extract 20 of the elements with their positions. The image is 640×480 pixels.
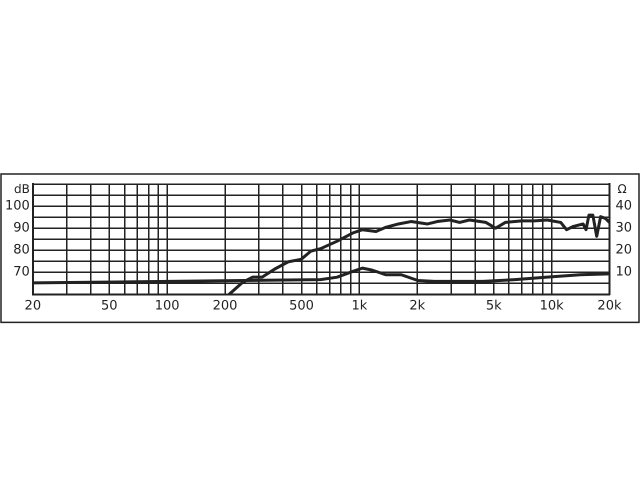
- y2-tick-label: 10: [615, 264, 632, 280]
- x-tick-label: 200: [212, 298, 238, 314]
- y2-axis-title: Ω: [617, 182, 627, 196]
- x-tick-label: 10k: [540, 298, 564, 314]
- y2-tick-label: 20: [615, 242, 632, 258]
- x-tick-label: 2k: [409, 298, 426, 314]
- y-axis-title: dB: [14, 182, 30, 196]
- x-tick-label: 20: [24, 298, 42, 314]
- x-tick-label: 100: [154, 298, 180, 314]
- y2-tick-label: 30: [615, 220, 632, 236]
- x-tick-label: 20k: [597, 298, 622, 314]
- x-tick-label: 500: [289, 298, 314, 314]
- x-tick-label: 50: [101, 298, 118, 314]
- x-tick-label: 5k: [486, 298, 502, 314]
- x-tick-label: 1k: [351, 298, 368, 314]
- y2-tick-label: 40: [615, 198, 632, 214]
- y-tick-label: 90: [13, 220, 30, 236]
- y-tick-label: 100: [4, 198, 30, 214]
- y-tick-label: 80: [13, 242, 30, 258]
- y-tick-label: 70: [13, 264, 30, 280]
